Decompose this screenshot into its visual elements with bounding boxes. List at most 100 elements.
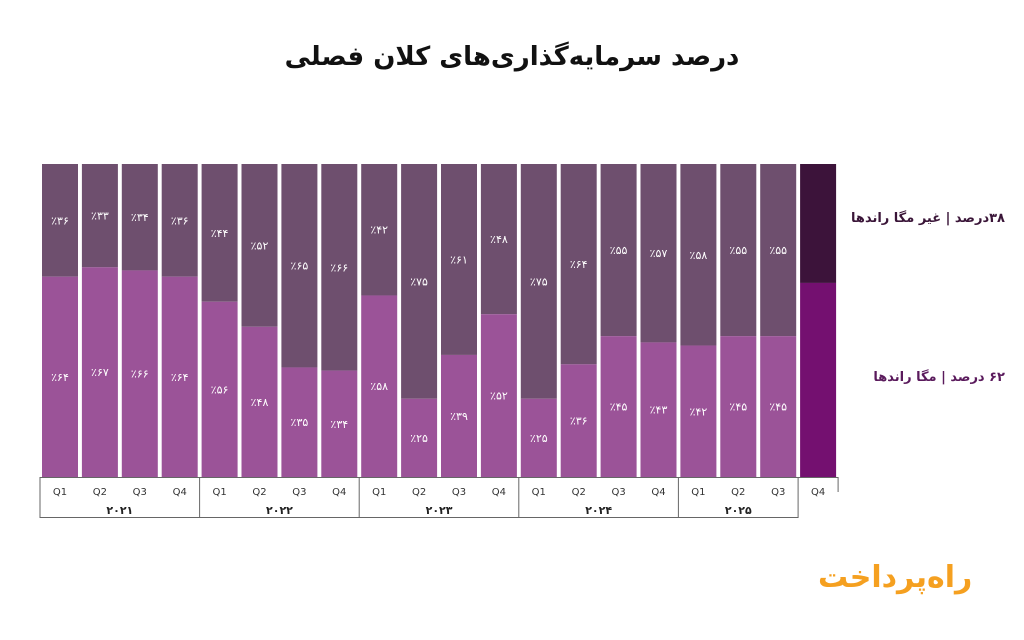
data-label-non-mega: ٪۶۱ [450,253,468,266]
data-label-mega: ٪۵۲ [490,390,508,403]
data-label-mega: ٪۴۵ [729,401,747,414]
data-label-mega: ٪۵۶ [211,383,229,396]
bar-non-mega [600,164,637,337]
data-label-non-mega: ٪۳۶ [171,214,189,227]
bar-mega [760,336,797,477]
x-tick-quarter: Q1 [532,487,546,498]
x-tick-year: ۲۰۲۲ [266,504,293,517]
bar-non-mega [321,164,358,371]
bar-non-mega [441,164,477,355]
x-tick-quarter: Q4 [811,487,825,498]
bar-mega [480,314,517,477]
data-label-non-mega: ٪۵۸ [690,249,708,262]
data-label-non-mega: ٪۵۵ [769,244,787,257]
legend-non-mega: ۳۸درصد | غیر مگا راندها [851,211,1005,226]
bar-non-mega [640,164,677,343]
x-tick-quarter: Q3 [771,487,785,498]
data-label-non-mega: ٪۵۲ [251,239,269,252]
bar-non-mega [720,164,757,337]
bar-mega [560,364,597,477]
data-label-mega: ٪۶۶ [131,368,149,381]
data-label-mega: ٪۶۴ [171,371,189,384]
x-tick-year: ۲۰۲۴ [585,504,612,517]
legend-mega: ۶۲ درصد | مگا راندها [873,370,1005,385]
data-label-non-mega: ٪۴۸ [490,233,508,246]
x-tick-quarter: Q3 [452,487,466,498]
data-label-non-mega: ٪۵۵ [729,244,747,257]
x-tick-quarter: Q1 [212,487,226,498]
data-label-non-mega: ٪۵۵ [610,244,628,257]
data-label-mega: ٪۳۴ [330,418,348,431]
bar-non-mega [560,164,597,365]
data-label-non-mega: ٪۳۴ [131,211,149,224]
data-label-non-mega: ٪۵۷ [650,247,668,260]
data-label-mega: ٪۴۸ [251,396,269,409]
bar-mega [600,336,637,477]
data-label-mega: ٪۳۶ [570,415,588,428]
bar-non-mega [42,164,78,277]
data-label-mega: ٪۵۸ [370,380,388,393]
x-tick-year: ۲۰۲۵ [725,504,752,517]
bar-mega [441,354,477,477]
bar-mega [720,336,757,477]
data-label-mega: ٪۳۵ [291,416,309,429]
data-label-non-mega: ٪۴۲ [370,224,388,237]
x-tick-quarter: Q2 [572,487,586,498]
bar-mega [361,295,398,477]
bar-non-mega [401,164,438,399]
x-tick-year: ۲۰۲۳ [426,504,453,517]
bar-mega [201,301,238,477]
bar-mega [42,276,78,477]
data-label-mega: ٪۴۳ [650,404,668,417]
x-tick-quarter: Q1 [372,487,386,498]
x-tick-quarter: Q2 [93,487,107,498]
bar-mega [640,342,677,477]
data-label-non-mega: ٪۶۴ [570,258,588,271]
x-tick-quarter: Q3 [292,487,306,498]
data-label-non-mega: ٪۴۴ [211,227,229,240]
data-label-mega: ٪۳۹ [450,410,468,423]
x-tick-quarter: Q3 [133,487,147,498]
data-label-mega: ٪۴۵ [769,401,787,414]
bar-non-mega [520,164,557,399]
x-tick-quarter: Q2 [731,487,745,498]
bar-non-mega [121,164,158,271]
x-tick-quarter: Q4 [173,487,187,498]
bar-mega [241,326,278,477]
x-tick-quarter: Q4 [651,487,665,498]
x-tick-quarter: Q2 [412,487,426,498]
bar-non-mega [680,164,717,346]
x-tick-quarter: Q3 [611,487,625,498]
bar-non-mega [760,164,797,337]
bar-non-mega [161,164,198,277]
bar-mega [520,398,557,477]
bar-mega [161,276,198,477]
x-tick-quarter: Q2 [252,487,266,498]
data-label-mega: ٪۴۵ [610,401,628,414]
bar-non-mega [241,164,278,327]
x-tick-quarter: Q1 [691,487,705,498]
data-label-non-mega: ٪۳۶ [51,214,69,227]
bar-non-mega [361,164,398,296]
x-tick-quarter: Q1 [53,487,67,498]
x-tick-quarter: Q4 [332,487,346,498]
bar-mega [680,345,717,477]
bar-mega [401,398,438,477]
bar-non-mega [201,164,238,302]
data-label-mega: ٪۲۵ [530,432,548,445]
data-label-mega: ٪۲۵ [410,432,428,445]
data-label-mega: ٪۶۷ [91,366,109,379]
bar-non-mega [281,164,318,368]
bar-mega [321,370,358,477]
bar-mega [800,282,837,477]
bar-non-mega [480,164,517,315]
data-label-non-mega: ٪۶۵ [291,260,309,273]
brand-logo: راه‌پرداخت [818,560,973,595]
chart-title: درصد سرمایه‌گذاری‌های کلان فصلی [284,42,740,72]
data-label-non-mega: ٪۷۵ [530,275,548,288]
data-label-non-mega: ٪۷۵ [410,275,428,288]
x-tick-year: ۲۰۲۱ [106,504,133,517]
bar-mega [81,267,118,477]
bar-non-mega [81,164,118,268]
